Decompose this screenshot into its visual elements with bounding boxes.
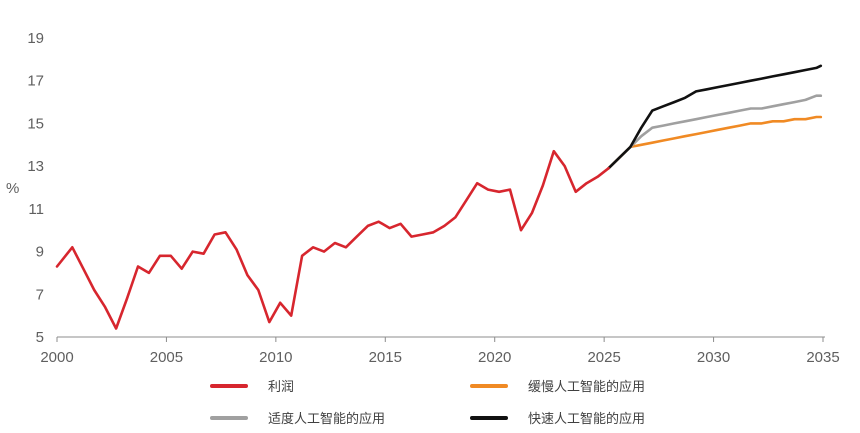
legend-label: 利润	[268, 380, 294, 395]
series-line-0	[55, 149, 610, 330]
y-tick-label: 15	[27, 115, 44, 132]
series-line-3	[607, 64, 823, 170]
legend-label: 缓慢人工智能的应用	[528, 379, 645, 395]
y-tick-label: 7	[36, 286, 44, 303]
x-axis-ticks: 2000 2005 2010 2015 2020 2025 2030 2035	[40, 337, 840, 366]
x-tick-label: 2010	[259, 349, 292, 366]
y-axis-label: %	[6, 180, 19, 197]
y-axis-ticks: 5 7 9 11 13 15 17 19	[27, 30, 44, 346]
x-tick-label: 2005	[150, 349, 183, 366]
y-tick-label: 13	[27, 158, 44, 175]
series-layer	[55, 64, 823, 330]
x-tick-label: 2025	[587, 349, 620, 366]
x-tick-label: 2030	[697, 349, 730, 366]
y-tick-label: 17	[27, 73, 44, 90]
series-line-2	[607, 94, 823, 170]
y-tick-label: 19	[27, 30, 44, 47]
y-tick-label: 11	[28, 201, 44, 218]
x-tick-label: 2035	[806, 349, 839, 366]
x-tick-label: 2020	[478, 349, 511, 366]
y-tick-label: 5	[36, 329, 44, 346]
y-tick-label: 9	[36, 244, 44, 261]
x-tick-label: 2015	[369, 349, 402, 366]
legend-label: 快速人工智能的应用	[528, 411, 645, 427]
series-line-1	[607, 115, 823, 170]
legend-label: 适度人工智能的应用	[268, 411, 385, 427]
x-tick-label: 2000	[40, 349, 73, 366]
